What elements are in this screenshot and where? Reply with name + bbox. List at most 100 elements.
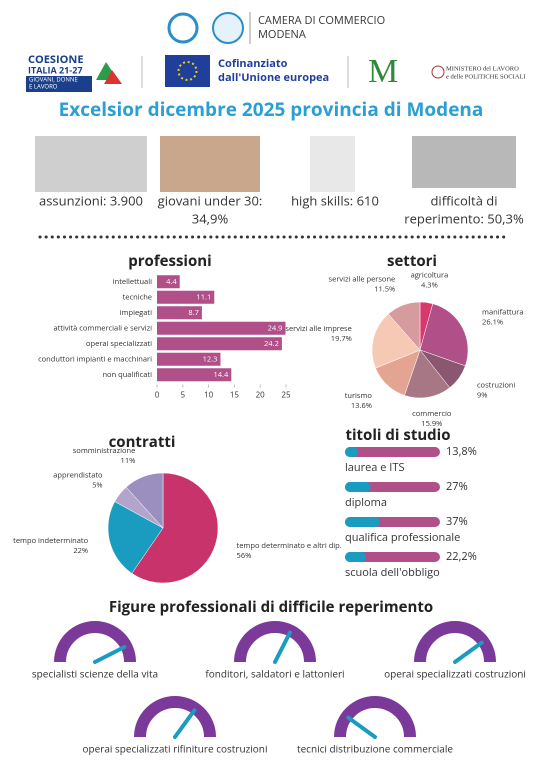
category-label: laurea e ITS (345, 460, 404, 475)
y-tick-label: tecniche (123, 292, 152, 302)
value-label: 13,8% (446, 444, 477, 459)
value-label: 27% (446, 479, 468, 494)
logo-icon (167, 12, 199, 44)
y-tick-label: intellettuali (113, 277, 152, 287)
slice-label: agricoltura (411, 271, 449, 281)
logo-emblem (431, 65, 445, 79)
slice-value: 11.5% (374, 285, 395, 295)
bar (157, 321, 286, 335)
slice-value: 5% (92, 480, 103, 490)
chart-title: titoli di studio (345, 425, 450, 445)
logo-text: dall'Unione europea (218, 70, 329, 85)
x-tick-label: 20 (256, 390, 266, 401)
bar (157, 337, 282, 351)
slice-label: somministrazione (73, 446, 136, 456)
x-tick-label: 10 (204, 390, 214, 401)
slice-label: turismo (345, 391, 373, 401)
stat-text: difficoltà di (430, 191, 497, 209)
logo-text: CAMERA DI COMMERCIO (258, 13, 385, 28)
gauge-needle (453, 640, 484, 664)
stat-text: 34,9% (192, 209, 229, 227)
value-label: 14.4 (213, 370, 229, 380)
photo (35, 136, 147, 192)
category-label: diploma (345, 495, 387, 510)
gauge-needle (273, 630, 292, 664)
slice-value: 19.7% (331, 334, 352, 344)
y-tick-label: impiegati (120, 308, 152, 318)
progress-fill (345, 482, 371, 492)
slice-value: 13.6% (351, 401, 372, 411)
progress-fill (345, 552, 367, 562)
progress-fill (345, 517, 381, 527)
gauge-needle (173, 708, 197, 739)
logo-shape (104, 70, 122, 84)
logo-seal (212, 12, 244, 44)
pie-slice (371, 313, 421, 369)
value-label: 4.4 (166, 277, 177, 287)
category-label: scuola dell'obbligo (345, 565, 440, 580)
pie-slice (419, 303, 469, 367)
x-tick-label: 5 (181, 390, 186, 401)
stat-text: giovani under 30: (158, 191, 263, 209)
photo (310, 136, 355, 192)
gauge-arc (414, 621, 496, 663)
x-tick-label: 0 (155, 390, 160, 401)
value-label: 37% (446, 514, 468, 529)
page-title: Excelsior dicembre 2025 provincia di Mod… (59, 96, 484, 122)
slice-value: 22% (73, 546, 88, 556)
stat-text: reperimento: 50,3% (404, 209, 524, 227)
y-tick-label: conduttori impianti e macchinari (38, 354, 152, 364)
gauge-arc (334, 696, 416, 738)
x-tick-label: 25 (281, 390, 291, 401)
logo-text: MODENA (258, 27, 306, 42)
y-tick-label: operai specializzati (86, 339, 152, 349)
gauge-arc (234, 621, 316, 663)
slice-value: 11% (121, 456, 136, 466)
stat-text: assunzioni: 3.900 (39, 191, 143, 209)
bar (157, 290, 215, 304)
slice-label: commercio (412, 409, 452, 419)
pie-slice (131, 472, 219, 584)
y-tick-label: attività commerciali e servizi (53, 323, 152, 333)
progress-track (345, 447, 440, 457)
chart-title: professioni (128, 251, 211, 271)
pie-slice (387, 301, 421, 351)
gauge-arc (54, 621, 136, 663)
slice-label: tempo indeterminato (13, 536, 88, 546)
logo-band (26, 76, 92, 92)
logo-text: MINISTERO del LAVORO (446, 65, 519, 72)
logo-text: E LAVORO (29, 83, 58, 91)
pie-slice (125, 472, 164, 529)
logo-mark: M (368, 53, 398, 90)
slice-label: servizi alle persone (329, 275, 396, 285)
chart-title: contratti (109, 432, 176, 452)
bar (157, 352, 221, 366)
slice-label: costruzioni (477, 381, 516, 391)
x-tick-label: 15 (230, 390, 240, 401)
logo-text: e delle POLITICHE SOCIALI (446, 73, 526, 80)
bar (157, 306, 202, 320)
value-label: 24.2 (264, 339, 279, 349)
bar (157, 368, 232, 382)
slice-value: 15.9% (421, 419, 442, 429)
eu-stars (177, 61, 198, 81)
chart-title: Figure professionali di difficile reperi… (109, 597, 433, 617)
slice-label: apprendistato (53, 470, 103, 480)
logo-text: COESIONE (28, 52, 83, 67)
pie-slice (107, 501, 164, 574)
value-label: 8.7 (188, 308, 199, 318)
chart-title: settori (387, 251, 437, 271)
slice-value: 4.3% (421, 281, 438, 291)
gauge-label: operai specializzati costruzioni (384, 667, 526, 681)
gauge-label: operai specializzati rifiniture costruzi… (83, 742, 268, 756)
category-label: qualifica professionale (345, 530, 460, 545)
progress-fill (345, 447, 359, 457)
logo-text: ITALIA 21-27 (28, 63, 83, 76)
gauge-label: tecnici distribuzione commerciale (297, 742, 453, 756)
y-tick-label: non qualificati (102, 370, 152, 380)
slice-value: 9% (477, 391, 488, 401)
slice-value: 56% (237, 551, 252, 561)
gauge-needle (346, 715, 377, 739)
photo (160, 136, 260, 192)
value-label: 24.9 (268, 323, 283, 333)
